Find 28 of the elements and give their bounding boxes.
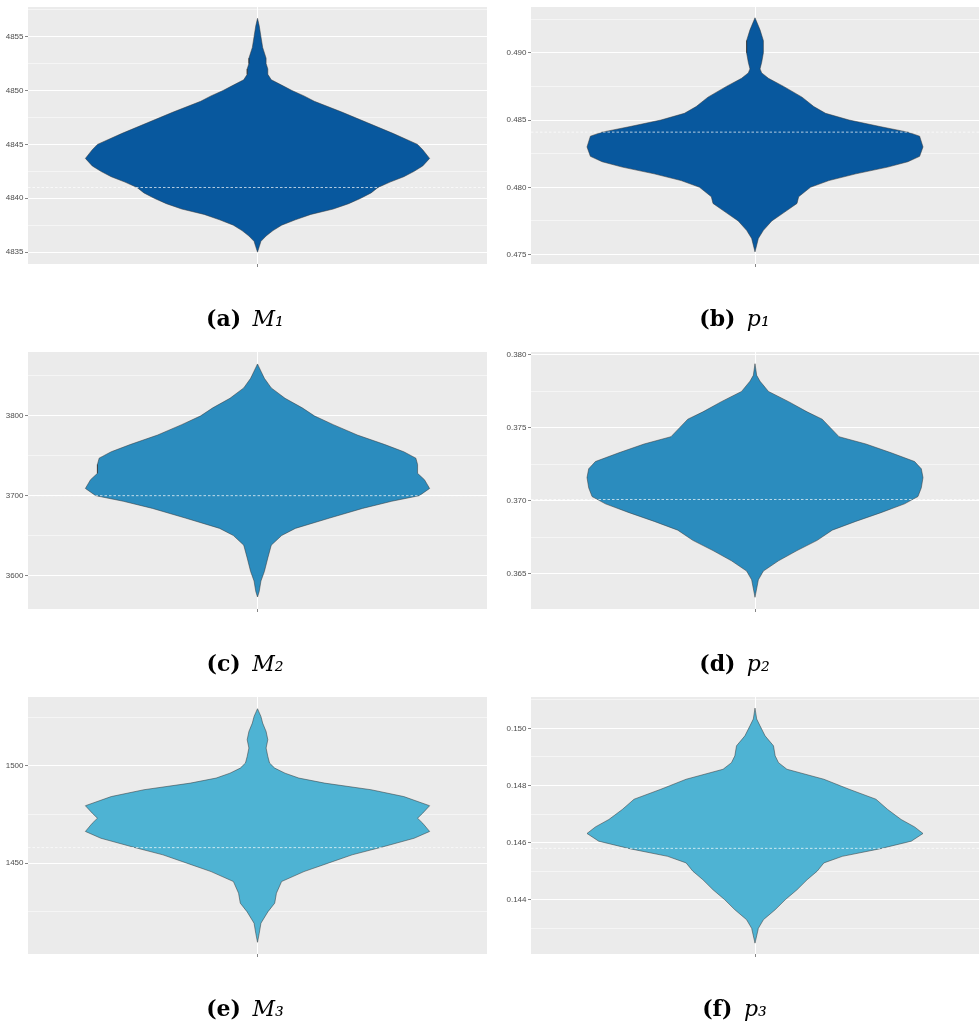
text: (e) M₃ <box>206 995 284 1021</box>
y-tick-label: 3700 <box>5 490 25 500</box>
y-tick-label: 0.144 <box>506 894 528 904</box>
y-tick-label: 4835 <box>5 247 25 257</box>
y-tick-label: 1450 <box>5 858 25 868</box>
y-tick-label: 0.370 <box>506 496 528 506</box>
text: (a) M₁ <box>206 305 284 331</box>
text: (c) M₂ <box>206 650 284 676</box>
y-tick-label: 0.148 <box>506 780 528 790</box>
y-tick-label: 0.475 <box>506 249 528 259</box>
y-tick-label: 0.375 <box>506 423 528 433</box>
text: (b) p₁ <box>699 305 770 331</box>
text: (d) p₂ <box>699 650 770 676</box>
y-tick-label: 4845 <box>5 139 25 149</box>
y-tick-label: 3600 <box>5 570 25 580</box>
y-tick-label: 0.365 <box>506 569 528 579</box>
y-tick-label: 0.150 <box>506 723 528 733</box>
y-tick-label: 0.380 <box>506 350 528 360</box>
y-tick-label: 4850 <box>5 85 25 95</box>
text: (f) p₃ <box>702 995 767 1021</box>
y-tick-label: 4840 <box>5 193 25 203</box>
y-tick-label: 0.490 <box>506 47 528 57</box>
y-tick-label: 0.146 <box>506 837 528 847</box>
y-tick-label: 1500 <box>5 760 25 770</box>
y-tick-label: 3800 <box>5 411 25 421</box>
y-tick-label: 4855 <box>5 31 25 41</box>
y-tick-label: 0.480 <box>506 182 528 192</box>
y-tick-label: 0.485 <box>506 115 528 125</box>
